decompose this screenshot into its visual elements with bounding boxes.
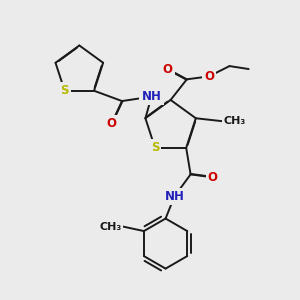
Text: S: S (151, 141, 159, 154)
Text: O: O (208, 171, 218, 184)
Text: O: O (107, 117, 117, 130)
Text: S: S (60, 84, 69, 97)
Text: O: O (204, 70, 214, 83)
Text: CH₃: CH₃ (224, 116, 246, 126)
Text: CH₃: CH₃ (100, 222, 122, 232)
Text: O: O (163, 62, 173, 76)
Text: NH: NH (142, 90, 161, 103)
Text: NH: NH (164, 190, 184, 203)
